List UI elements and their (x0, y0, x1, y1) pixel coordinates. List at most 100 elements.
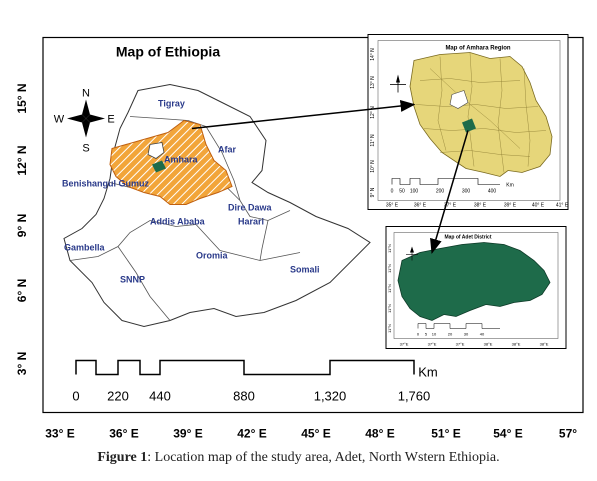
scale-tick-1760: 1,760 (398, 389, 431, 404)
lon-label-51: 51° E (431, 427, 460, 441)
amhara-lon-37: 37° E (444, 203, 457, 209)
lat-label-12: 12° N (15, 145, 29, 175)
adet-lon-2: 37°E (428, 342, 437, 347)
label-snnp: SNNP (120, 275, 145, 285)
label-dire-dawa: Dire Dawa (228, 203, 273, 213)
inset-amhara: Map of Amhara Region 14° N 13° N 12° N 1… (367, 34, 569, 210)
amhara-lon-36: 36° E (414, 203, 427, 209)
adet-lon-labels: 37°E 37°E 37°E 38°E 38°E 38°E (400, 342, 549, 347)
amhara-region-main (109, 119, 233, 205)
arrow-to-amhara-inset (191, 99, 416, 130)
lat-label-6: 6° N (15, 279, 29, 302)
compass-rose: N S W E (54, 88, 115, 155)
adet-lat-4: 11°N (387, 304, 392, 313)
adet-scale-labels: 0 5 10 20 30 40 (417, 332, 485, 337)
lon-label-54: 54° E (493, 427, 522, 441)
amhara-lat-10: 10° N (370, 160, 376, 173)
amhara-scale-50: 50 (399, 189, 405, 195)
caption-text: : Location map of the study area, Adet, … (147, 450, 500, 465)
figure-caption: Figure 1: Location map of the study area… (0, 450, 597, 466)
compass-n: N (82, 88, 90, 100)
main-map-title: Map of Ethiopia (116, 44, 220, 60)
amhara-lon-38: 38° E (474, 203, 487, 209)
amhara-lon-labels: 35° E 36° E 37° E 38° E 39° E 40° E 41° … (386, 203, 569, 209)
amhara-inset-title: Map of Amhara Region (445, 46, 510, 52)
adet-scale-bar (417, 323, 500, 329)
adet-district-inset (397, 242, 551, 321)
label-amhara: Amhara (164, 155, 199, 165)
scale-tick-220: 220 (107, 389, 129, 404)
adet-lon-3: 37°E (456, 342, 465, 347)
amhara-lon-39: 39° E (504, 203, 517, 209)
region-labels: Tigray Afar Amhara Benishangul Gumuz Add… (62, 99, 320, 285)
label-addis-ababa: Addis Ababa (150, 217, 206, 227)
compass-w: W (54, 114, 65, 126)
amhara-lon-40: 40° E (532, 203, 545, 209)
amhara-scale-300: 300 (462, 189, 471, 195)
label-somali: Somali (290, 265, 320, 275)
adet-lat-5: 11°N (387, 324, 392, 333)
amhara-woreda-lines (415, 52, 547, 173)
lon-label-45: 45° E (301, 427, 330, 441)
compass-s: S (82, 143, 89, 155)
amhara-lon-35: 35° E (386, 203, 399, 209)
scale-tick-0: 0 (72, 389, 79, 404)
amhara-scale-200: 200 (436, 189, 445, 195)
amhara-scale-0: 0 (391, 189, 394, 195)
adet-scale-0: 0 (417, 332, 420, 337)
scale-tick-440: 440 (149, 389, 171, 404)
adet-lat-labels: 11°N 11°N 11°N 11°N 11°N (387, 244, 392, 333)
amhara-scale-400: 400 (488, 189, 497, 195)
adet-lon-1: 37°E (400, 342, 409, 347)
amhara-lat-12: 12° N (370, 106, 376, 119)
amhara-lat-14: 14° N (370, 48, 376, 61)
adet-lon-6: 38°E (540, 342, 549, 347)
label-afar: Afar (218, 145, 237, 155)
main-lat-labels: 15° N 12° N 9° N 6° N 3° N (15, 83, 29, 375)
amhara-compass-icon (390, 74, 406, 93)
adet-inset-title: Map of Adet District (444, 235, 491, 241)
adet-compass-icon (406, 246, 418, 261)
lat-label-9: 9° N (15, 214, 29, 237)
lon-label-42: 42° E (237, 427, 266, 441)
lon-label-48: 48° E (365, 427, 394, 441)
amhara-lon-41: 41° E (556, 203, 569, 209)
lat-label-15: 15° N (15, 83, 29, 113)
amhara-lat-11: 11° N (370, 134, 376, 147)
adet-scale-30: 30 (464, 332, 469, 337)
label-oromia: Oromia (196, 251, 229, 261)
adet-scale-5: 5 (425, 332, 428, 337)
amhara-scale-bar (391, 178, 500, 185)
caption-label: Figure 1 (97, 450, 148, 465)
amhara-lat-labels: 14° N 13° N 12° N 11° N 10° N 9° N (370, 48, 376, 198)
compass-e: E (107, 114, 114, 126)
amhara-lat-9: 9° N (370, 187, 376, 197)
lat-label-3: 3° N (15, 352, 29, 375)
lon-label-33: 33° E (45, 427, 74, 441)
amhara-scale-100: 100 (410, 189, 419, 195)
scale-tick-1320: 1,320 (314, 389, 347, 404)
adet-lat-3: 11°N (387, 284, 392, 293)
label-benishangul: Benishangul Gumuz (62, 179, 150, 189)
adet-lat-1: 11°N (387, 244, 392, 253)
label-tigray: Tigray (158, 99, 185, 109)
lake-tana (147, 142, 165, 159)
amhara-scale-unit: Km (506, 183, 514, 189)
lon-label-36: 36° E (109, 427, 138, 441)
inset-adet: Map of Adet District 11°N 11°N 11°N 11°N… (385, 226, 567, 349)
adet-lon-5: 38°E (512, 342, 521, 347)
scale-tick-880: 880 (233, 389, 255, 404)
main-scale-bar: Km 0 220 440 880 1,320 1,760 (72, 359, 438, 404)
adet-location-main (152, 160, 166, 173)
label-gambella: Gambella (64, 243, 106, 253)
label-harari: Harari (238, 217, 264, 227)
arrow-to-adet-inset (430, 130, 469, 254)
amhara-scale-labels: 0 50 100 200 300 400 Km (391, 183, 514, 195)
adet-scale-40: 40 (480, 332, 485, 337)
amhara-lat-13: 13° N (370, 76, 376, 89)
adet-lon-4: 38°E (484, 342, 493, 347)
lon-label-39: 39° E (173, 427, 202, 441)
main-lon-labels: 33° E 36° E 39° E 42° E 45° E 48° E 51° … (45, 427, 577, 441)
scale-unit: Km (418, 365, 438, 380)
